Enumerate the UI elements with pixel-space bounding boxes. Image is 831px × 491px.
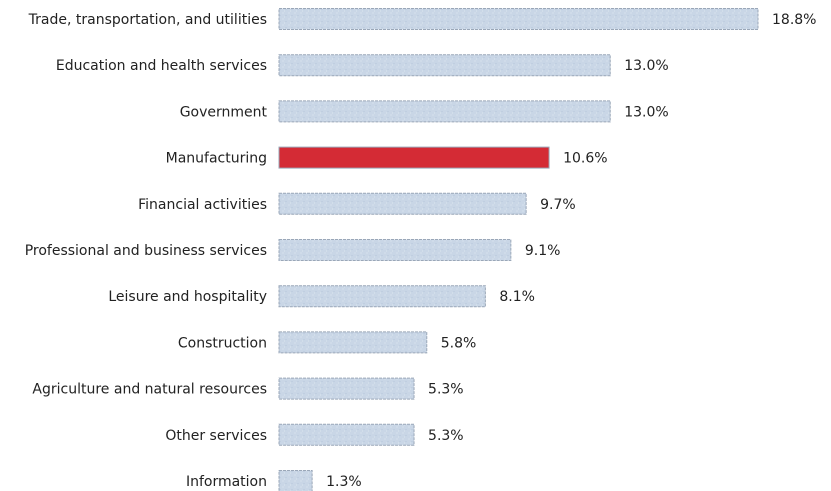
- value-label-trade-transportation-and-utilities: 18.8%: [772, 12, 816, 28]
- value-label-education-and-health-services: 13.0%: [624, 58, 668, 74]
- bar-professional-and-business-services: [278, 239, 512, 261]
- value-label-manufacturing: 10.6%: [563, 151, 607, 167]
- bar-trade-transportation-and-utilities: [278, 8, 759, 30]
- bar-education-and-health-services: [278, 54, 611, 77]
- category-label-other-services: Other services: [165, 428, 267, 444]
- value-label-information: 1.3%: [326, 474, 362, 490]
- category-label-construction: Construction: [178, 335, 267, 351]
- category-label-professional-and-business-services: Professional and business services: [25, 243, 267, 259]
- value-label-leisure-and-hospitality: 8.1%: [499, 289, 535, 305]
- value-label-construction: 5.8%: [441, 335, 477, 351]
- category-label-financial-activities: Financial activities: [138, 197, 267, 213]
- bar-manufacturing: [278, 146, 550, 169]
- value-label-professional-and-business-services: 9.1%: [525, 243, 561, 259]
- bar-financial-activities: [278, 192, 527, 215]
- category-label-leisure-and-hospitality: Leisure and hospitality: [108, 289, 267, 305]
- category-label-manufacturing: Manufacturing: [166, 151, 267, 167]
- value-label-other-services: 5.3%: [428, 428, 464, 444]
- value-label-government: 13.0%: [624, 104, 668, 120]
- bar-government: [278, 100, 611, 123]
- bar-leisure-and-hospitality: [278, 285, 486, 308]
- bar-agriculture-and-natural-resources: [278, 377, 415, 400]
- category-label-trade-transportation-and-utilities: Trade, transportation, and utilities: [28, 12, 267, 28]
- value-labels-group: 18.8% 13.0% 13.0% 10.6% 9.7% 9.1% 8.1% 5.8% 5.3%…: [326, 12, 816, 490]
- bar-information: [278, 470, 313, 491]
- value-label-agriculture-and-natural-resources: 5.3%: [428, 382, 464, 398]
- bars-group: [278, 8, 759, 491]
- bar-other-services: [278, 423, 415, 446]
- value-label-financial-activities: 9.7%: [540, 197, 576, 213]
- category-label-government: Government: [180, 104, 268, 120]
- category-label-agriculture-and-natural-resources: Agriculture and natural resources: [32, 382, 267, 398]
- category-label-information: Information: [186, 474, 267, 490]
- category-label-education-and-health-services: Education and health services: [56, 58, 267, 74]
- bar-construction: [278, 331, 428, 354]
- category-labels-group: Trade, transportation, and utilities Educ…: [25, 12, 268, 490]
